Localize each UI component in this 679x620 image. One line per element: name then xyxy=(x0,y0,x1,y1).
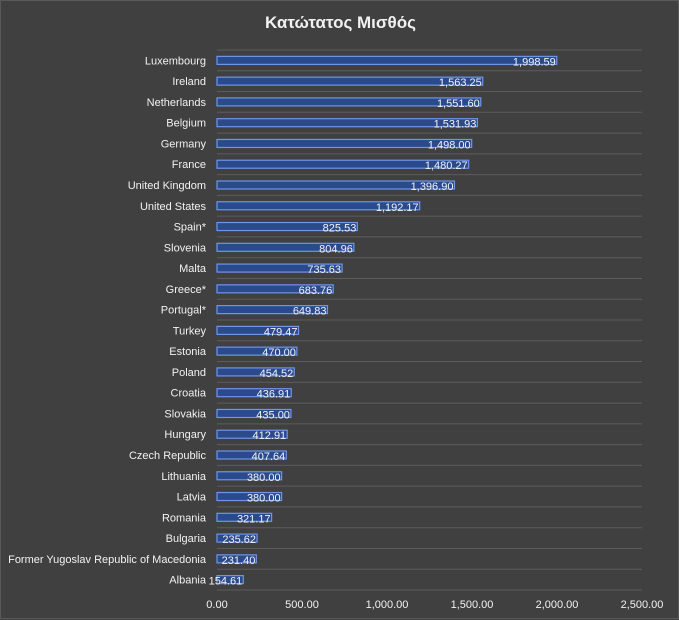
data-label: 479.47 xyxy=(264,326,298,338)
data-label: 1,563.25 xyxy=(439,77,482,89)
bar xyxy=(216,221,358,232)
bar xyxy=(216,367,295,377)
bar xyxy=(216,429,288,439)
bar xyxy=(216,263,343,273)
bar xyxy=(216,346,298,356)
category-label: Spain* xyxy=(174,222,207,234)
bar xyxy=(216,533,258,543)
bar xyxy=(216,471,283,481)
data-label: 1,551.60 xyxy=(437,98,480,110)
bar xyxy=(216,76,484,86)
bar xyxy=(216,491,283,502)
category-label: Poland xyxy=(172,367,206,379)
category-label: Greece* xyxy=(166,284,207,296)
bar xyxy=(216,325,300,335)
data-label: 735.63 xyxy=(307,264,341,276)
data-label: 454.52 xyxy=(260,368,294,380)
data-label: 1,192.17 xyxy=(376,202,419,214)
category-label: Czech Republic xyxy=(129,450,207,462)
category-label: Former Yugoslav Republic of Macedonia xyxy=(8,554,207,566)
category-label: United States xyxy=(140,201,207,213)
data-label: 435.00 xyxy=(256,409,290,421)
bar xyxy=(216,201,421,211)
bar xyxy=(216,575,244,585)
category-label: Croatia xyxy=(171,388,207,400)
bar xyxy=(216,554,257,564)
bar xyxy=(216,159,470,169)
category-label: Malta xyxy=(179,263,207,275)
data-label: 683.76 xyxy=(299,285,333,297)
x-tick-label: 0.00 xyxy=(206,599,227,611)
data-label: 1,498.00 xyxy=(428,139,471,151)
data-label: 412.91 xyxy=(253,430,287,442)
x-tick-label: 2,500.00 xyxy=(621,599,664,611)
category-label: Hungary xyxy=(164,429,206,441)
data-label: 649.83 xyxy=(293,306,327,318)
category-label: Turkey xyxy=(173,325,207,337)
category-label: Netherlands xyxy=(147,97,207,109)
bar xyxy=(216,408,292,419)
x-tick-label: 1,500.00 xyxy=(451,599,494,611)
bar xyxy=(216,242,355,252)
data-label: 804.96 xyxy=(319,243,353,255)
category-label: Slovenia xyxy=(164,242,207,254)
bar xyxy=(216,55,558,65)
category-label: Romania xyxy=(162,512,207,524)
data-label: 380.00 xyxy=(247,493,281,505)
category-label: United Kingdom xyxy=(128,180,206,192)
bar xyxy=(216,138,473,149)
bar xyxy=(216,180,456,190)
category-label: France xyxy=(172,159,206,171)
data-label: 1,998.59 xyxy=(513,56,556,68)
category-label: Portugal* xyxy=(161,305,207,317)
category-label: Lithuania xyxy=(161,471,207,483)
category-label: Bulgaria xyxy=(166,533,207,545)
data-label: 154.61 xyxy=(209,576,243,588)
data-label: 407.64 xyxy=(252,451,286,463)
data-label: 231.40 xyxy=(222,555,256,567)
category-label: Belgium xyxy=(166,118,206,130)
x-tick-label: 1,000.00 xyxy=(366,599,409,611)
category-label: Ireland xyxy=(172,76,206,88)
x-tick-label: 2,000.00 xyxy=(536,599,579,611)
bar xyxy=(216,305,329,315)
category-label: Germany xyxy=(161,138,207,150)
data-label: 235.62 xyxy=(222,534,256,546)
data-label: 1,531.93 xyxy=(434,119,477,131)
data-label: 1,480.27 xyxy=(425,160,468,172)
category-label: Estonia xyxy=(169,346,207,358)
data-label: 470.00 xyxy=(262,347,296,359)
bar xyxy=(216,97,482,107)
chart-title: Κατώτατος Μισθός xyxy=(265,13,416,32)
bar xyxy=(216,118,479,128)
category-label: Albania xyxy=(169,575,207,587)
bar xyxy=(216,450,287,460)
data-label: 1,396.90 xyxy=(411,181,454,193)
category-label: Latvia xyxy=(177,492,207,504)
bar xyxy=(216,512,273,522)
bar xyxy=(216,388,292,398)
data-label: 321.17 xyxy=(237,513,271,525)
category-label: Luxembourg xyxy=(145,55,206,67)
bar xyxy=(216,284,334,294)
data-label: 436.91 xyxy=(257,389,291,401)
x-tick-label: 500.00 xyxy=(285,599,319,611)
data-label: 380.00 xyxy=(247,472,281,484)
data-label: 825.53 xyxy=(323,223,357,235)
category-label: Slovakia xyxy=(164,408,206,420)
